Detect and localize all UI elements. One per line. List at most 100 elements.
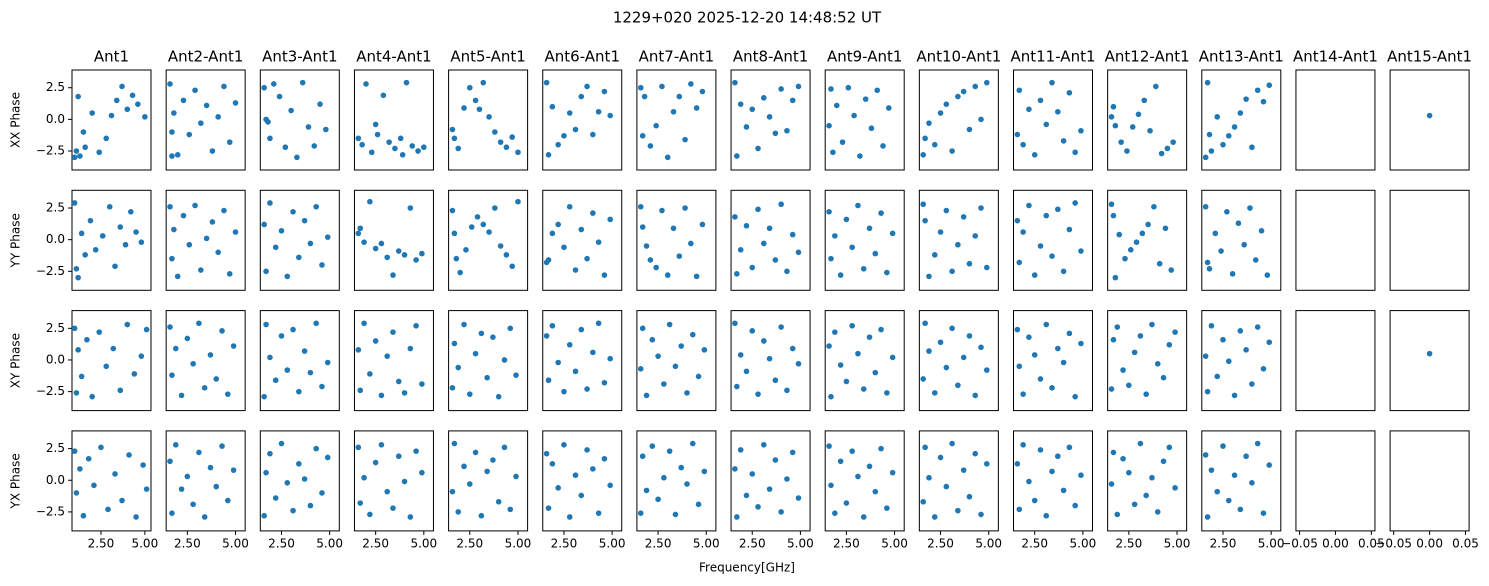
scatter-point: [1026, 478, 1032, 485]
x-tick-label: 2.50: [88, 536, 115, 550]
scatter-point: [837, 272, 844, 278]
scatter-point: [607, 482, 613, 489]
subplot-title: Ant13-Ant1: [1199, 48, 1284, 66]
scatter-point: [607, 355, 613, 362]
scatter-point: [313, 320, 319, 327]
x-tick-label: 5.00: [222, 536, 249, 550]
scatter-point: [1031, 152, 1038, 158]
scatter-point: [1049, 468, 1055, 475]
scatter-point: [178, 486, 185, 492]
scatter-point: [361, 474, 367, 481]
plot-frame: [1107, 430, 1188, 532]
scatter-point: [75, 347, 81, 353]
scatter-point: [795, 83, 802, 90]
subplot: [1201, 310, 1282, 412]
scatter-point: [1149, 321, 1155, 328]
scatter-point: [73, 390, 80, 396]
scatter-point: [860, 386, 867, 392]
subplot-title: Ant3-Ant1: [262, 48, 337, 66]
scatter-point: [372, 459, 379, 466]
scatter-point: [672, 363, 679, 370]
scatter-point: [955, 241, 961, 248]
scatter-point: [190, 360, 196, 367]
scatter-point: [826, 122, 832, 129]
scatter-point: [276, 93, 283, 100]
scatter-point: [1126, 469, 1132, 476]
scatter-point: [78, 230, 85, 237]
scatter-point: [117, 387, 124, 394]
scatter-point: [889, 469, 896, 476]
plot-frame: [165, 430, 246, 532]
scatter-point: [73, 265, 80, 272]
scatter-point: [305, 124, 312, 130]
scatter-point: [884, 390, 890, 396]
scatter-point: [701, 468, 708, 475]
subplot-title: Ant1: [94, 48, 129, 66]
scatter-point: [89, 110, 95, 116]
scatter-point: [1231, 472, 1238, 479]
scatter-point: [699, 221, 706, 228]
scatter-point: [784, 127, 790, 134]
scatter-point: [1243, 347, 1249, 353]
scatter-point: [931, 252, 938, 258]
scatter-point: [926, 273, 932, 280]
subplot-title: Ant12-Ant1: [1105, 48, 1190, 66]
scatter-point: [643, 243, 650, 249]
scatter-point: [367, 511, 373, 518]
plot-frame: [353, 69, 434, 171]
scatter-point: [566, 341, 573, 348]
scatter-point: [265, 119, 271, 125]
scatter-point: [171, 226, 177, 233]
scatter-point: [601, 455, 608, 462]
scatter-point: [80, 129, 87, 135]
scatter-point: [860, 514, 867, 520]
scatter-point: [590, 466, 596, 472]
scatter-point: [789, 345, 796, 352]
scatter-point: [678, 464, 685, 471]
scatter-point: [676, 93, 683, 100]
scatter-point: [561, 244, 567, 251]
subplot: 2.50 5.00: [918, 430, 1002, 550]
scatter-point: [478, 330, 485, 337]
scatter-point: [689, 440, 696, 447]
subplot: 2.50 5.00: [165, 430, 249, 550]
scatter-point: [313, 203, 319, 210]
scatter-point: [1031, 352, 1038, 358]
scatter-point: [1214, 488, 1221, 495]
scatter-point: [670, 108, 677, 115]
scatter-point: [772, 130, 779, 137]
x-tick-label: 2.50: [456, 536, 483, 550]
scatter-point: [167, 81, 173, 87]
scatter-point: [545, 377, 552, 384]
subplot: Ant7-Ant1: [636, 48, 717, 171]
scatter-point: [492, 205, 498, 211]
plot-frame: [1389, 189, 1470, 291]
scatter-point: [1120, 455, 1126, 462]
scatter-point: [478, 512, 485, 519]
scatter-point: [133, 229, 139, 235]
scatter-point: [378, 240, 385, 247]
scatter-point: [584, 83, 590, 90]
scatter-point: [209, 148, 216, 154]
scatter-point: [639, 224, 646, 230]
scatter-point: [659, 83, 665, 90]
plot-frame: [918, 310, 999, 412]
scatter-point: [1212, 230, 1219, 237]
subplot-title: Ant2-Ant1: [168, 48, 243, 66]
scatter-point: [1060, 268, 1067, 275]
subplot: [1013, 189, 1093, 291]
scatter-point: [221, 83, 227, 90]
scatter-point: [937, 229, 944, 235]
scatter-point: [1243, 453, 1249, 460]
scatter-point: [1266, 462, 1273, 468]
scatter-point: [299, 79, 306, 86]
scatter-point: [828, 255, 834, 262]
scatter-point: [795, 495, 802, 501]
scatter-point: [509, 263, 515, 270]
scatter-point: [1143, 492, 1149, 499]
scatter-point: [1127, 246, 1134, 253]
scatter-point: [80, 512, 87, 519]
subplot: Ant5-Ant1: [448, 48, 529, 171]
scatter-point: [884, 505, 890, 511]
scatter-point: [595, 108, 602, 115]
